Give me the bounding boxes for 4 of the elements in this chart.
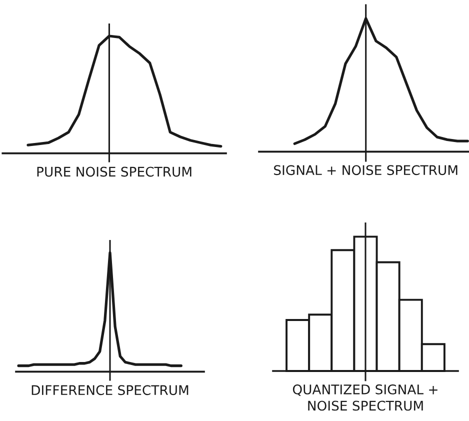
x-axis-title: QUANTIZED SIGNAL + NOISE SPECTRUM [292,384,438,411]
x-axis-title: SIGNAL + NOISE SPECTRUM [274,165,458,176]
x-axis-title: PURE NOISE SPECTRUM [37,166,192,177]
x-axis-title: DIFFERENCE SPECTRUM [32,385,188,396]
